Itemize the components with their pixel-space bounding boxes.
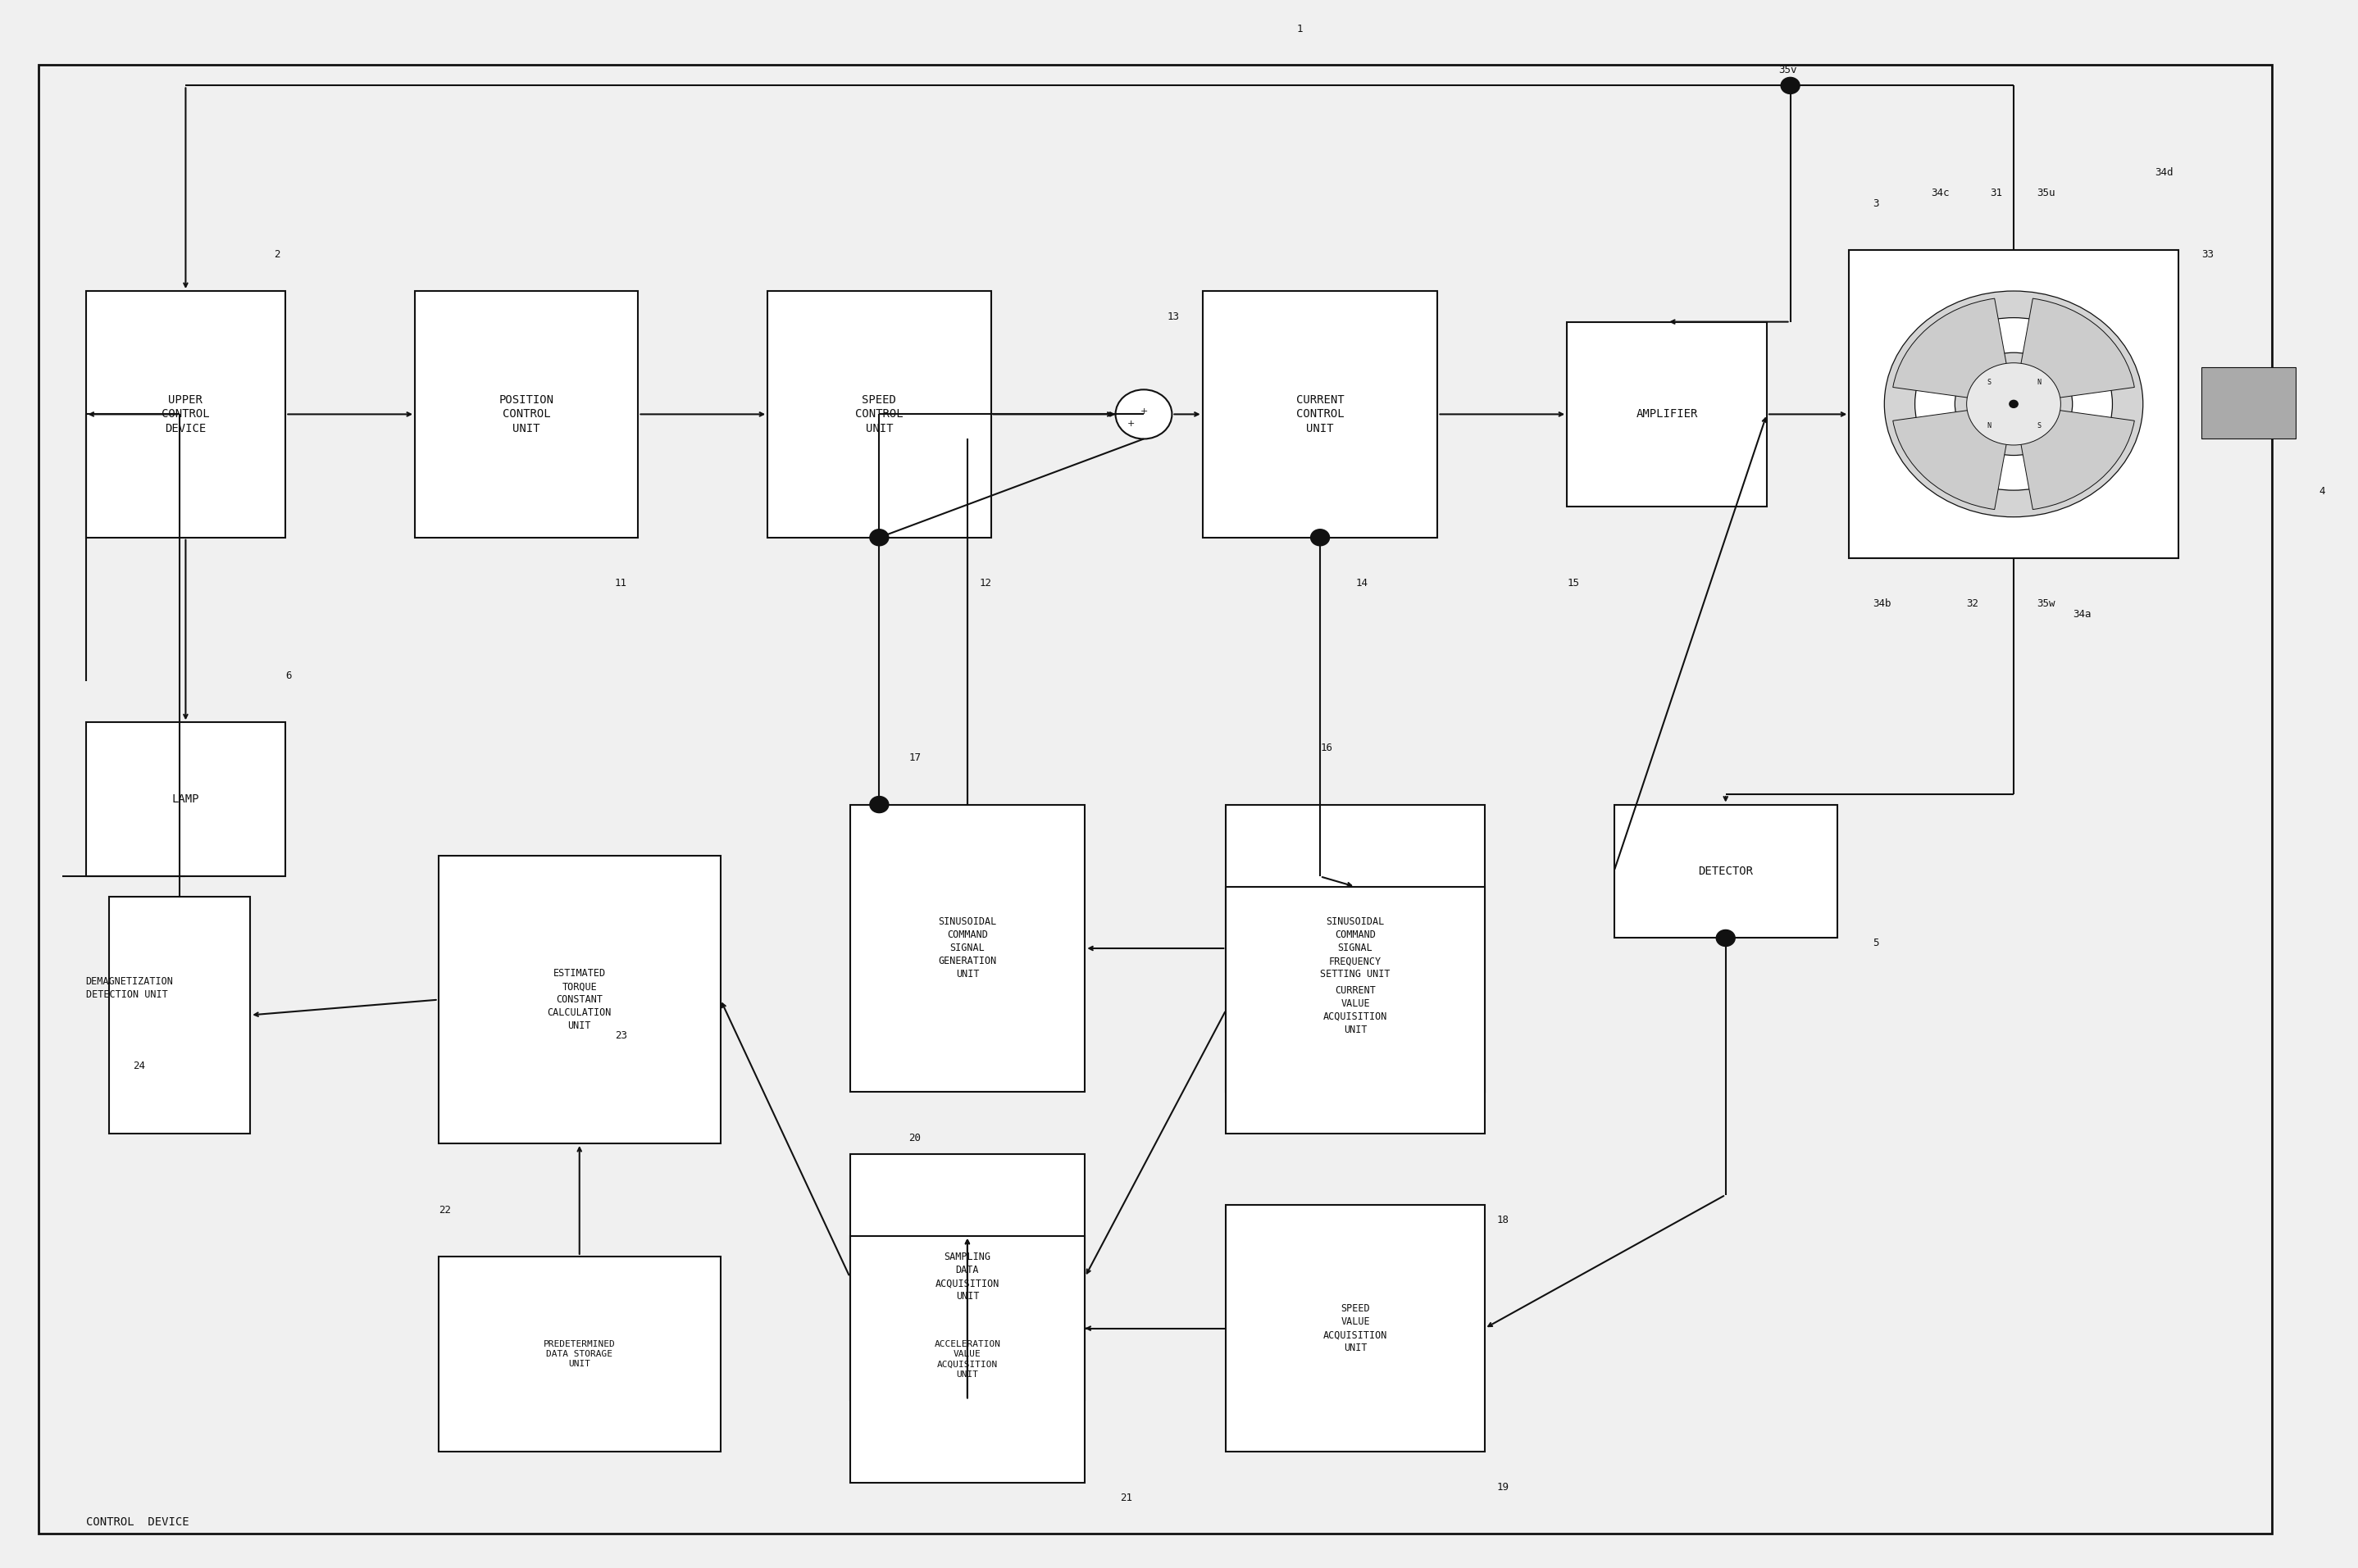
Text: N: N	[2037, 378, 2040, 386]
Circle shape	[1884, 292, 2143, 517]
Text: S: S	[2037, 422, 2040, 430]
Text: 17: 17	[908, 753, 922, 764]
Bar	[849, 1236, 1085, 1482]
Text: PREDETERMINED
DATA STORAGE
UNIT: PREDETERMINED DATA STORAGE UNIT	[542, 1339, 615, 1369]
Text: CURRENT
VALUE
ACQUISITION
UNIT: CURRENT VALUE ACQUISITION UNIT	[1323, 985, 1387, 1035]
Text: 33: 33	[2202, 249, 2214, 260]
Bar	[1226, 804, 1486, 1093]
Text: 34d: 34d	[2155, 168, 2174, 179]
Bar	[1226, 887, 1486, 1134]
Circle shape	[870, 530, 889, 546]
Text: 15: 15	[1568, 579, 1580, 590]
Text: 35v: 35v	[1778, 64, 1797, 75]
Text: 13: 13	[1167, 310, 1179, 321]
Circle shape	[1967, 362, 2061, 445]
Bar	[85, 292, 285, 538]
Text: 4: 4	[2320, 486, 2325, 497]
Bar	[849, 1154, 1085, 1400]
Text: 35w: 35w	[2037, 599, 2056, 610]
Text: N: N	[1988, 422, 1990, 430]
Text: 14: 14	[1356, 579, 1368, 590]
Text: SINUSOIDAL
COMMAND
SIGNAL
GENERATION
UNIT: SINUSOIDAL COMMAND SIGNAL GENERATION UNI…	[938, 917, 997, 980]
Text: POSITION
CONTROL
UNIT: POSITION CONTROL UNIT	[500, 394, 554, 434]
Circle shape	[1780, 77, 1799, 94]
Text: 21: 21	[1120, 1493, 1132, 1504]
Text: 34a: 34a	[2073, 608, 2092, 619]
Bar	[439, 1256, 722, 1452]
Text: 34b: 34b	[1872, 599, 1891, 610]
Circle shape	[1915, 318, 2113, 491]
Text: AMPLIFIER: AMPLIFIER	[1636, 409, 1698, 420]
Text: LAMP: LAMP	[172, 793, 200, 804]
Text: CONTROL  DEVICE: CONTROL DEVICE	[85, 1516, 189, 1527]
Text: 6: 6	[285, 671, 292, 681]
Text: 2: 2	[274, 249, 281, 260]
Text: 18: 18	[1497, 1215, 1509, 1226]
Wedge shape	[1893, 298, 2014, 405]
Text: DETECTOR: DETECTOR	[1698, 866, 1752, 877]
Bar	[85, 723, 285, 877]
Text: ACCELERATION
VALUE
ACQUISITION
UNIT: ACCELERATION VALUE ACQUISITION UNIT	[934, 1339, 1000, 1378]
Text: 19: 19	[1497, 1482, 1509, 1493]
Text: S: S	[1988, 378, 1990, 386]
Text: 23: 23	[615, 1030, 627, 1041]
Text: 31: 31	[1990, 188, 2002, 199]
Circle shape	[1311, 530, 1330, 546]
Text: +: +	[1139, 408, 1148, 416]
Text: 32: 32	[1967, 599, 1978, 610]
Text: 24: 24	[132, 1062, 146, 1071]
Circle shape	[2009, 400, 2018, 408]
Bar	[1849, 249, 2179, 558]
Text: 35u: 35u	[2037, 188, 2056, 199]
Bar	[769, 292, 990, 538]
Text: CURRENT
CONTROL
UNIT: CURRENT CONTROL UNIT	[1297, 394, 1344, 434]
Text: SAMPLING
DATA
ACQUISITION
UNIT: SAMPLING DATA ACQUISITION UNIT	[936, 1251, 1000, 1301]
Bar	[1226, 1206, 1486, 1452]
Bar	[849, 804, 1085, 1093]
Circle shape	[1955, 353, 2073, 455]
Text: 1: 1	[1297, 24, 1302, 34]
Text: SPEED
VALUE
ACQUISITION
UNIT: SPEED VALUE ACQUISITION UNIT	[1323, 1303, 1387, 1353]
Text: 5: 5	[1872, 938, 1879, 949]
Text: 34c: 34c	[1931, 188, 1950, 199]
Text: SINUSOIDAL
COMMAND
SIGNAL
FREQUENCY
SETTING UNIT: SINUSOIDAL COMMAND SIGNAL FREQUENCY SETT…	[1320, 917, 1391, 980]
Text: 16: 16	[1320, 743, 1332, 753]
Text: 3: 3	[1872, 198, 1879, 209]
Text: 12: 12	[979, 579, 990, 590]
Bar	[1613, 804, 1837, 938]
Wedge shape	[1893, 405, 2014, 510]
Bar	[1568, 321, 1766, 506]
Text: ESTIMATED
TORQUE
CONSTANT
CALCULATION
UNIT: ESTIMATED TORQUE CONSTANT CALCULATION UN…	[547, 967, 611, 1032]
Text: DEMAGNETIZATION
DETECTION UNIT: DEMAGNETIZATION DETECTION UNIT	[85, 975, 174, 1000]
Circle shape	[1717, 930, 1735, 946]
Text: 22: 22	[439, 1204, 450, 1215]
Wedge shape	[2014, 298, 2134, 405]
Bar	[2202, 367, 2297, 439]
Text: +: +	[1127, 419, 1134, 428]
Wedge shape	[2014, 405, 2134, 510]
Bar	[415, 292, 639, 538]
Text: 11: 11	[615, 579, 627, 590]
Text: SPEED
CONTROL
UNIT: SPEED CONTROL UNIT	[856, 394, 903, 434]
Bar	[1203, 292, 1438, 538]
Circle shape	[870, 797, 889, 812]
Bar	[439, 856, 722, 1143]
Text: UPPER
CONTROL
DEVICE: UPPER CONTROL DEVICE	[163, 394, 210, 434]
Circle shape	[1115, 389, 1172, 439]
Bar	[108, 897, 250, 1134]
Text: 20: 20	[908, 1132, 922, 1143]
